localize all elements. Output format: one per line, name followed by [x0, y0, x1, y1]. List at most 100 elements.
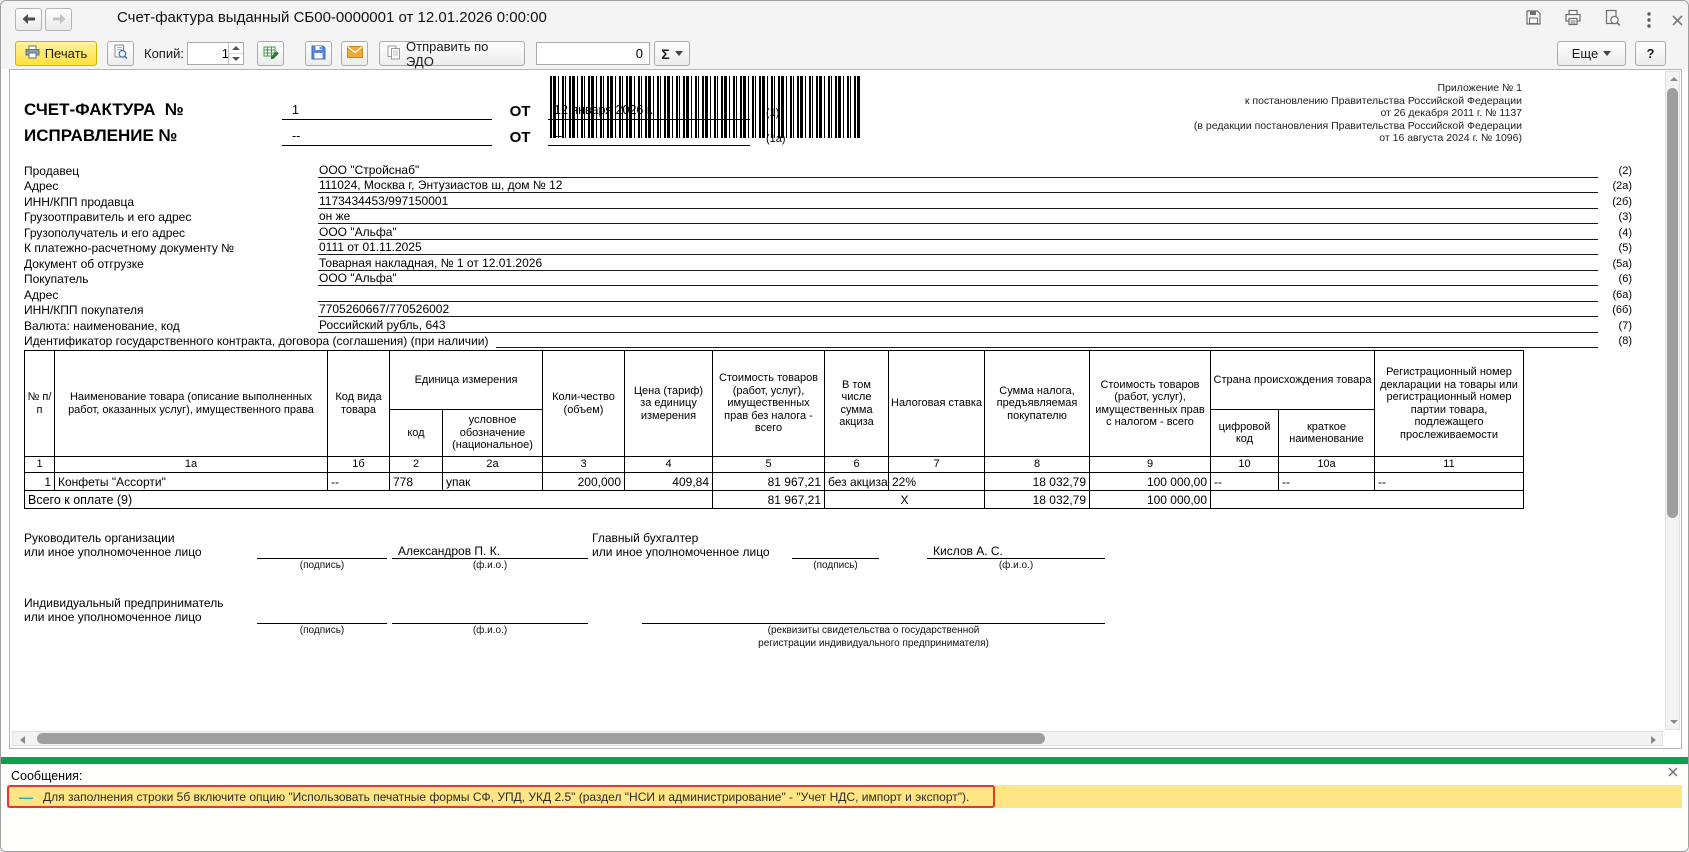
name-caption: (ф.и.о.) — [472, 625, 508, 636]
scroll-right-icon[interactable] — [1648, 735, 1658, 744]
cell-price: 409,84 — [624, 472, 713, 491]
preview-button-titlebar[interactable] — [1602, 9, 1622, 30]
scroll-left-icon[interactable] — [17, 735, 27, 744]
invoice-number-line: СЧЕТ-ФАКТУРА № 1 ОТ 12 января 2026 г. (1… — [24, 94, 786, 120]
forward-button[interactable] — [45, 8, 72, 31]
close-icon[interactable] — [1667, 10, 1687, 30]
field-row: Грузополучатель и его адрес ООО "Альфа" (4… — [24, 224, 1632, 240]
edo-documents-icon — [387, 45, 401, 63]
director-sign-field: (подпись) — [257, 544, 387, 572]
print-preview-area: Приложение № 1 к постановлению Правитель… — [9, 69, 1682, 749]
col-header: Регистрационный номер декларации на това… — [1374, 350, 1524, 457]
field-row: Адрес (6а) — [24, 287, 1632, 302]
titlebar: Счет-фактура выданный СБ00-0000001 от 12… — [1, 1, 1688, 37]
totals-row: Всего к оплате (9) 81 967,21 X 18 032,79… — [24, 490, 1524, 509]
more-button[interactable]: Еще — [1557, 41, 1626, 66]
invoice-number-block: СЧЕТ-ФАКТУРА № 1 ОТ 12 января 2026 г. (1… — [24, 94, 786, 146]
cell-npp: 1 — [24, 472, 55, 491]
col-header: цифровой код — [1210, 409, 1279, 457]
printer-icon — [25, 45, 40, 62]
arrow-left-icon — [22, 11, 36, 29]
col-header: В том числе сумма акциза — [824, 350, 889, 457]
more-button-label: Еще — [1571, 46, 1599, 61]
entrepreneur-name-field: (ф.и.о.) — [392, 609, 588, 637]
col-header: № п/п — [24, 350, 55, 457]
messages-close-icon[interactable] — [1668, 764, 1678, 782]
accountant-label: Главный бухгалтер или иное уполномоченно… — [592, 531, 770, 559]
message-item[interactable]: — Для заполнения строки 5б включите опци… — [7, 785, 1682, 808]
sign-caption: (подпись) — [299, 560, 345, 571]
col-header: Наименование товара (описание выполненны… — [54, 350, 328, 457]
chevron-down-icon — [1603, 51, 1612, 56]
sigma-button[interactable]: Σ — [654, 41, 690, 66]
back-button[interactable] — [15, 8, 42, 31]
header-row-1: № п/п Наименование товара (описание выпо… — [24, 350, 1524, 457]
stepper-down-icon[interactable] — [229, 54, 243, 64]
col-header: Коли-чество (объем) — [542, 350, 625, 457]
stepper-up-icon[interactable] — [229, 43, 243, 54]
director-label: Руководитель организации или иное уполно… — [24, 531, 202, 559]
send-edo-button[interactable]: Отправить по ЭДО — [379, 39, 525, 69]
horizontal-scroll-thumb[interactable] — [37, 733, 1045, 744]
col-header: код — [389, 409, 443, 457]
cell-qty: 200,000 — [542, 472, 625, 491]
table-settings-button[interactable] — [257, 41, 284, 66]
cell-country-code: -- — [1210, 472, 1279, 491]
cell-reg-number: -- — [1374, 472, 1524, 491]
cell-name: Конфеты "Ассорти" — [54, 472, 328, 491]
mail-button[interactable] — [341, 41, 368, 66]
col-header: Код вида товара — [327, 350, 390, 457]
messages-title: Сообщения: — [11, 769, 83, 783]
print-button[interactable]: Печать — [15, 41, 97, 66]
field-row: Продавец ООО "Стройснаб" (2) — [24, 162, 1632, 178]
entrepreneur-sign-field: (подпись) — [257, 609, 387, 637]
field-row: К платежно-расчетному документу № 0111 от… — [24, 240, 1632, 255]
field-row: Документ об отгрузке Товарная накладная, … — [24, 255, 1632, 271]
cell-cost-with-tax: 100 000,00 — [1089, 472, 1211, 491]
cell-excise: без акциза — [824, 472, 889, 491]
sum-field[interactable]: 0 — [536, 42, 650, 65]
save-button[interactable] — [1523, 10, 1543, 30]
print-button-titlebar[interactable] — [1563, 9, 1583, 30]
entrepreneur-label: Индивидуальный предприниматель или иное … — [24, 596, 224, 624]
stepper-arrows — [228, 43, 243, 64]
save-file-button[interactable] — [305, 41, 332, 66]
cell-kind: -- — [327, 472, 390, 491]
horizontal-scrollbar[interactable] — [12, 731, 1663, 746]
copies-input[interactable] — [188, 43, 231, 64]
cell-cost-without-tax: 81 967,21 — [712, 472, 825, 491]
envelope-icon — [346, 46, 363, 61]
field-row: Валюта: наименование, код Российский рубл… — [24, 317, 1632, 333]
signature-row-2: Индивидуальный предприниматель или иное … — [24, 596, 1632, 650]
totals-x: X — [824, 490, 985, 509]
requisites-block: Продавец ООО "Стройснаб" (2) Адрес 111024, … — [24, 162, 1632, 348]
print-button-label: Печать — [44, 46, 88, 61]
header-row-2: код условное обозначение (национальное) … — [25, 409, 1524, 457]
name-caption: (ф.и.о.) — [998, 560, 1034, 571]
messages-splitter[interactable] — [1, 757, 1688, 764]
copies-stepper — [187, 42, 244, 65]
totals-empty — [1210, 490, 1524, 509]
totals-cost-with-tax: 100 000,00 — [1089, 490, 1211, 509]
correction-label: ИСПРАВЛЕНИЕ № — [24, 126, 178, 145]
message-text: Для заполнения строки 5б включите опцию … — [43, 789, 970, 804]
correction-number-line: ИСПРАВЛЕНИЕ № -- ОТ -- (1а) — [24, 120, 786, 146]
sigma-icon: Σ — [661, 45, 670, 62]
preview-button[interactable] — [107, 41, 134, 66]
correction-date-value: -- — [548, 128, 750, 146]
col-header: краткое наименование — [1278, 409, 1375, 457]
scroll-up-icon[interactable] — [1669, 74, 1678, 84]
vertical-scroll-thumb[interactable] — [1667, 88, 1678, 518]
help-button[interactable]: ? — [1635, 41, 1666, 66]
certificate-caption: (реквизиты свидетельства о государственн… — [758, 625, 989, 649]
cell-tax: 18 032,79 — [984, 472, 1090, 491]
help-button-label: ? — [1646, 46, 1655, 61]
kebab-menu-icon[interactable] — [1639, 10, 1659, 30]
scroll-down-icon[interactable] — [1669, 717, 1678, 727]
signatures-block: Руководитель организации или иное уполно… — [24, 531, 1632, 650]
vertical-scrollbar[interactable] — [1665, 71, 1680, 730]
ot-label: ОТ — [509, 129, 531, 146]
totals-label: Всего к оплате (9) — [24, 490, 713, 509]
invoice-form: Приложение № 1 к постановлению Правитель… — [24, 70, 1632, 650]
